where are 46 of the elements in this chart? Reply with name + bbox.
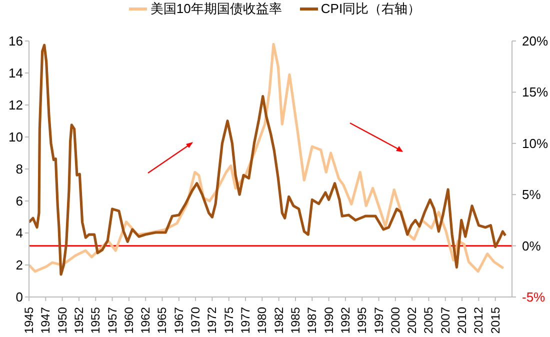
x-tick-label: 1990 (322, 306, 336, 334)
x-tick-label: 2005 (422, 306, 436, 334)
x-tick-label: 2012 (472, 306, 486, 334)
y-tick-label: 8 (16, 162, 23, 177)
x-tick-label: 1962 (138, 306, 153, 334)
x-tick-label: 1952 (72, 306, 86, 334)
y-tick-label: 2 (16, 258, 23, 273)
x-tick-label: 1965 (155, 306, 170, 334)
y2-tick-label: 15% (522, 84, 548, 100)
y2-tick-label: -5% (522, 290, 546, 304)
x-tick-label: 2000 (388, 306, 402, 334)
x-tick-label: 1955 (88, 306, 103, 334)
y2-tick-label: 0% (522, 238, 542, 254)
x-tick-label: 1947 (38, 306, 53, 334)
x-tick-label: 1960 (122, 306, 136, 334)
x-tick-label: 1972 (205, 306, 220, 334)
legend-label: 美国10年期国债收益率 (150, 0, 282, 18)
y-tick-label: 0 (16, 290, 23, 305)
y-tick-label: 12 (8, 98, 23, 113)
x-tick-label: 2015 (488, 306, 502, 334)
x-tick-label: 1985 (288, 306, 302, 334)
x-tick-label: 1967 (172, 306, 186, 334)
x-tick-label: 1957 (105, 306, 120, 334)
x-tick-label: 1992 (338, 306, 352, 334)
x-tick-label: 2007 (438, 306, 452, 334)
x-tick-label: 2002 (405, 306, 420, 334)
y-tick-label: 6 (16, 194, 23, 209)
x-tick-label: 2010 (455, 306, 470, 334)
y2-tick-label: 10% (522, 136, 548, 151)
x-tick-label: 1980 (255, 306, 270, 334)
y-tick-label: 16 (8, 34, 23, 49)
x-tick-label: 1975 (222, 306, 236, 334)
x-tick-label: 1945 (22, 306, 36, 334)
x-tick-label: 1997 (372, 306, 386, 334)
y-tick-label: 10 (8, 130, 23, 145)
x-tick-label: 1995 (355, 306, 370, 334)
x-tick-label: 1970 (188, 306, 203, 334)
x-tick-label: 1982 (272, 306, 286, 334)
y2-tick-label: 5% (522, 187, 542, 202)
x-tick-label: 1987 (305, 306, 320, 334)
x-tick-label: 1977 (238, 306, 253, 334)
y2-tick-label: 20% (522, 34, 548, 48)
legend-label: CPI同比（右轴） (320, 0, 421, 18)
y-tick-label: 4 (16, 226, 23, 241)
x-tick-label: 1950 (55, 306, 70, 334)
y-tick-label: 14 (8, 66, 23, 81)
